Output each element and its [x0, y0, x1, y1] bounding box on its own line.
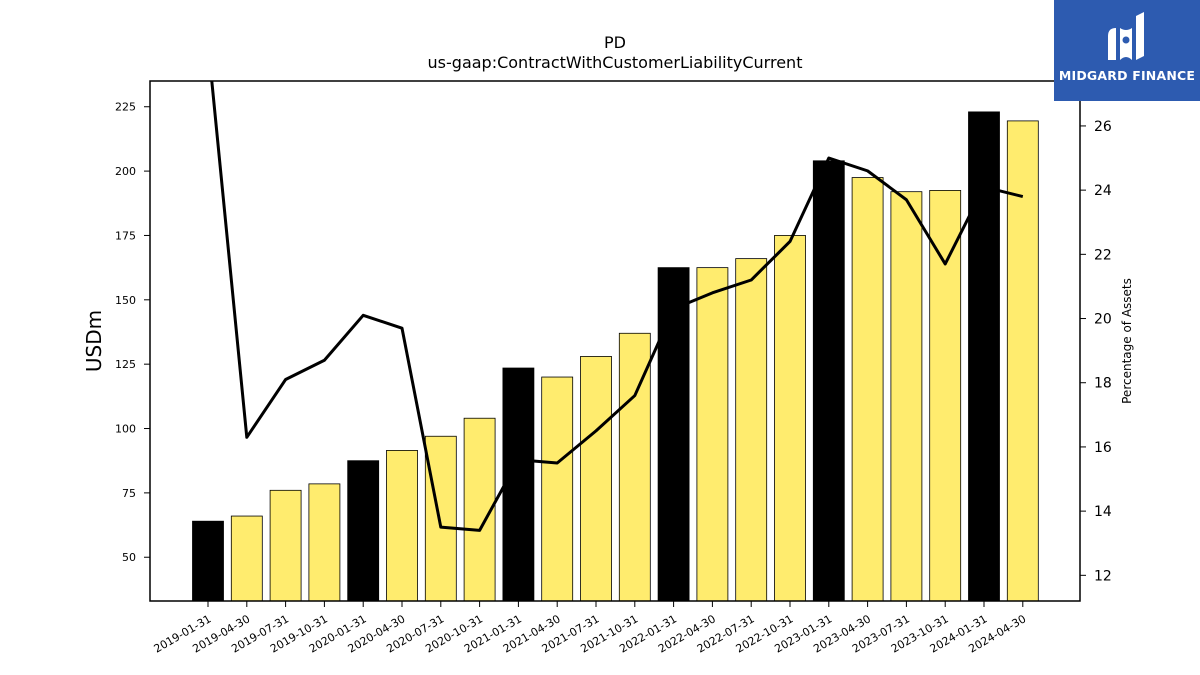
bar: [696, 267, 729, 602]
midgard-logo-icon: [1108, 12, 1144, 60]
y2-axis-label: Percentage of Assets: [1120, 278, 1134, 404]
bar: [812, 160, 845, 602]
y2-tick-label: 14: [1094, 504, 1112, 520]
y-tick-label: 225: [115, 101, 136, 114]
percentage-of-assets-line: [210, 81, 1024, 532]
bar: [1006, 120, 1039, 602]
chart-title: PD: [604, 33, 626, 52]
bar: [657, 267, 690, 602]
logo-text: MIDGARD FINANCE: [1058, 68, 1196, 83]
y2-tick-label: 16: [1094, 440, 1112, 456]
bar: [968, 111, 1000, 602]
bar: [386, 450, 418, 602]
bar: [230, 515, 263, 602]
bar: [424, 435, 457, 602]
bar: [269, 489, 302, 602]
y-tick-label: 75: [122, 487, 136, 500]
bar: [618, 332, 651, 602]
y-tick-label: 150: [115, 294, 136, 307]
bar: [347, 460, 380, 602]
chart-subtitle: us-gaap:ContractWithCustomerLiabilityCur…: [428, 53, 803, 72]
bar: [541, 376, 574, 602]
y-axis-label: USDm: [82, 310, 106, 372]
bar: [192, 520, 224, 602]
y-tick-label: 100: [115, 423, 136, 436]
y2-tick-label: 20: [1094, 312, 1112, 328]
y2-tick-label: 26: [1094, 119, 1112, 135]
y-tick-label: 50: [122, 551, 136, 564]
bar: [580, 356, 612, 602]
y2-tick-label: 18: [1094, 376, 1112, 392]
y-tick-label: 125: [115, 358, 136, 371]
bar: [502, 367, 535, 602]
bar: [890, 191, 923, 602]
y-tick-label: 175: [115, 229, 136, 242]
bar: [735, 258, 768, 602]
bar: [774, 235, 806, 602]
y2-tick-label: 24: [1094, 183, 1112, 199]
y-tick-label: 200: [115, 165, 136, 178]
y2-tick-label: 12: [1094, 568, 1112, 584]
bar: [851, 177, 884, 602]
y2-tick-label: 22: [1094, 247, 1112, 263]
bar: [308, 483, 341, 602]
midgard-finance-logo: MIDGARD FINANCE: [1054, 0, 1200, 101]
plot-frame: [149, 80, 1081, 602]
bar: [929, 190, 962, 602]
